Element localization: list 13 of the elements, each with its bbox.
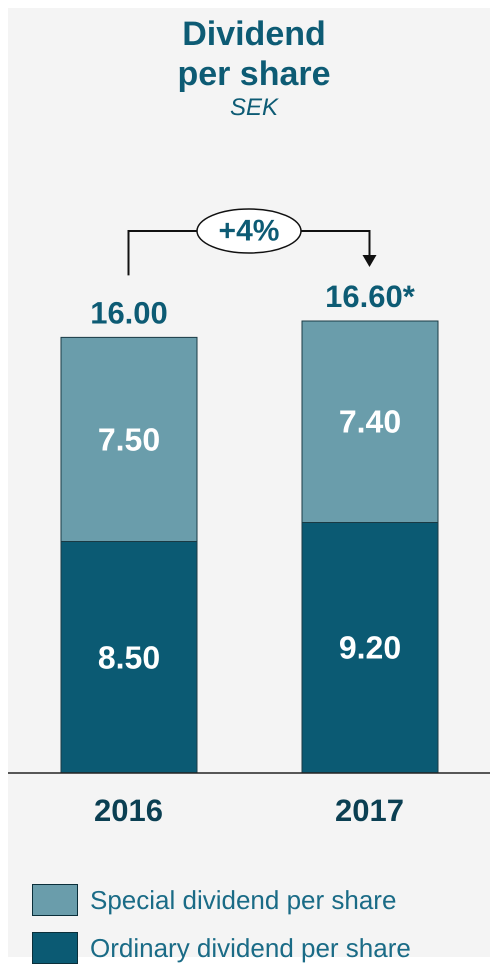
legend-label: Special dividend per share: [90, 884, 396, 916]
chart-subtitle: SEK: [228, 94, 280, 122]
x-tick-label: 2017: [335, 793, 404, 828]
x-tick-label: 2016: [94, 793, 163, 828]
text: +4%: [218, 214, 280, 248]
data-label: 8.50: [98, 639, 160, 676]
data-label: 7.50: [98, 421, 160, 458]
total-label: 16.60*: [325, 279, 416, 314]
data-label: 9.20: [338, 630, 402, 666]
total-label: 16.00: [90, 295, 168, 330]
legend-label: Ordinary dividend per share: [90, 932, 411, 964]
data-label: 7.40: [338, 404, 402, 440]
chart-title: Dividend per share: [176, 14, 332, 94]
